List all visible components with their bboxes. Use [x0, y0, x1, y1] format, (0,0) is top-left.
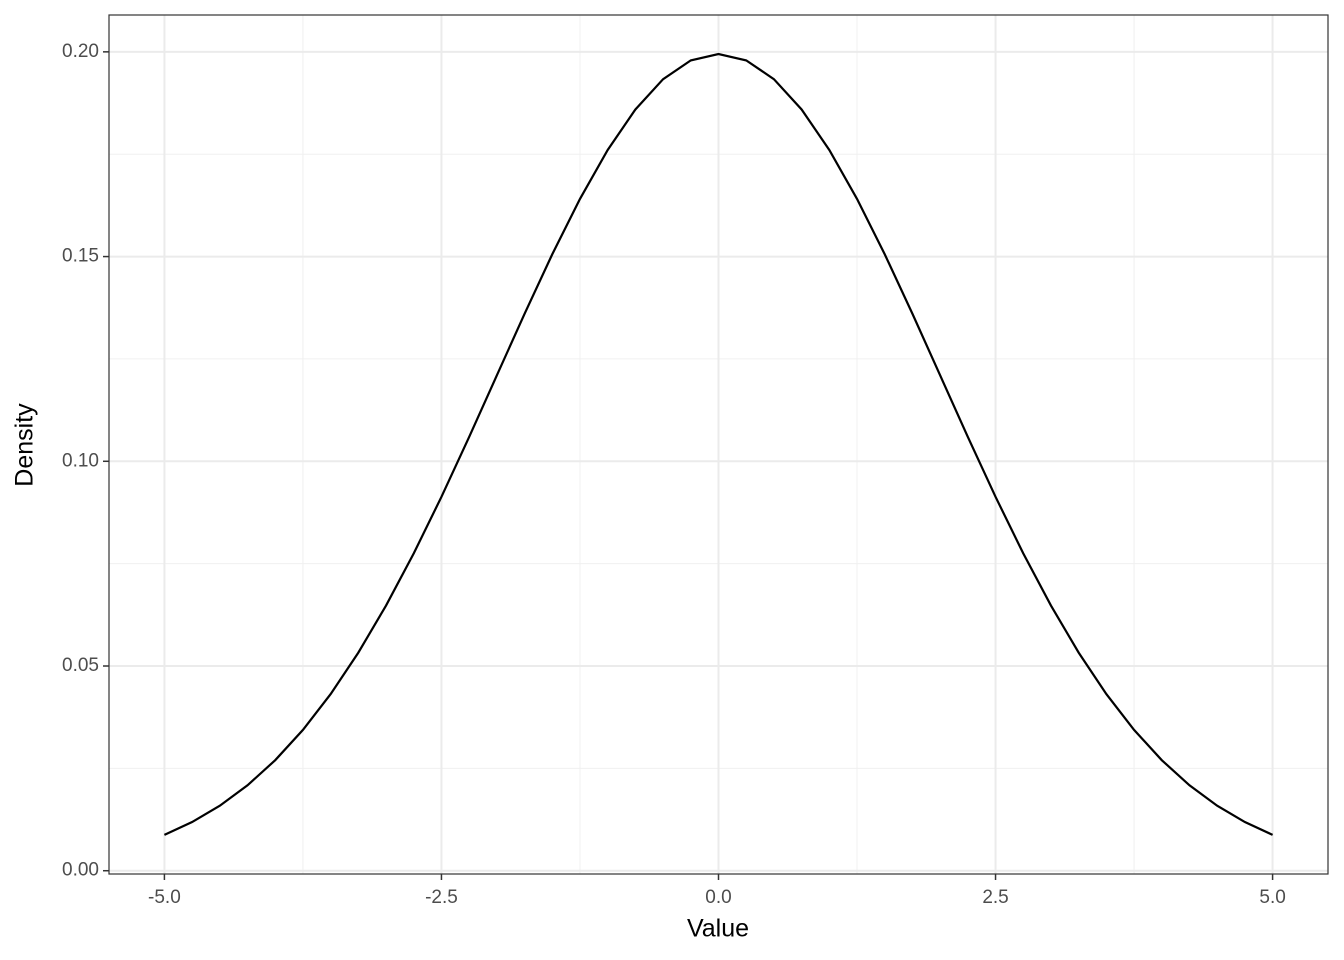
y-tick-label: 0.10: [62, 450, 99, 471]
y-tick-label: 0.05: [62, 655, 99, 676]
x-tick-label: 5.0: [1259, 887, 1285, 908]
y-axis-title: Density: [11, 403, 39, 487]
y-tick-label: 0.15: [62, 246, 99, 267]
y-tick-label: 0.00: [62, 860, 99, 881]
x-tick-label: -5.0: [148, 887, 181, 908]
panel-border: [108, 14, 1329, 875]
y-tick-label: 0.20: [62, 41, 99, 62]
x-tick-label: -2.5: [425, 887, 458, 908]
x-tick-label: 0.0: [705, 887, 731, 908]
x-axis-title: Value: [687, 915, 749, 943]
x-tick-label: 2.5: [982, 887, 1008, 908]
density-line: [163, 52, 1274, 836]
